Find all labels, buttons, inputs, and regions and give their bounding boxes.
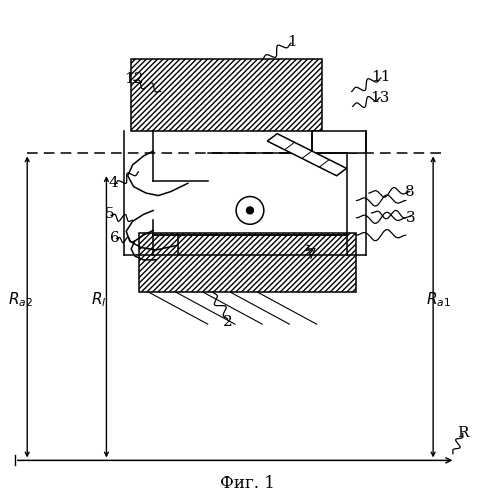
Text: 2: 2 bbox=[223, 315, 233, 329]
Text: 12: 12 bbox=[124, 72, 144, 86]
Polygon shape bbox=[267, 134, 346, 176]
Text: $R_{a2}$: $R_{a2}$ bbox=[8, 290, 33, 309]
Text: Фиг. 1: Фиг. 1 bbox=[220, 475, 275, 492]
Text: 11: 11 bbox=[371, 70, 391, 84]
Text: $R_l$: $R_l$ bbox=[91, 290, 107, 309]
Text: 8: 8 bbox=[405, 184, 415, 198]
Text: 4: 4 bbox=[109, 176, 119, 190]
Text: 13: 13 bbox=[370, 90, 390, 104]
Text: 6: 6 bbox=[110, 230, 120, 244]
Text: 5: 5 bbox=[105, 208, 115, 222]
Text: $R_{a1}$: $R_{a1}$ bbox=[426, 290, 450, 309]
Circle shape bbox=[247, 207, 253, 214]
Bar bbox=[139, 232, 356, 292]
Text: 7: 7 bbox=[307, 248, 317, 262]
Bar bbox=[312, 131, 366, 154]
Bar bbox=[131, 60, 322, 131]
Text: R: R bbox=[457, 426, 469, 440]
Text: 1: 1 bbox=[287, 35, 297, 49]
Text: 3: 3 bbox=[406, 211, 416, 225]
